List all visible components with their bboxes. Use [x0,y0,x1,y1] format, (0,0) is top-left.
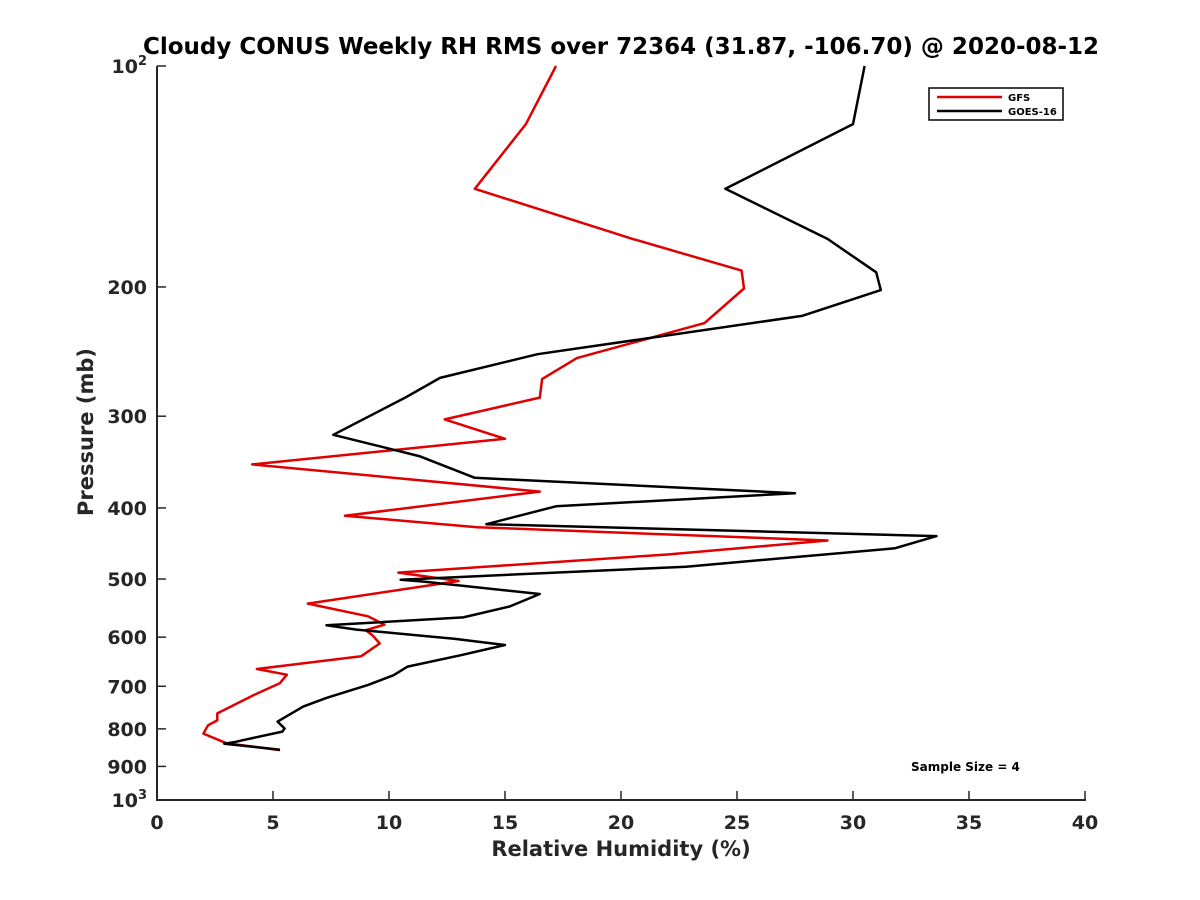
x-tick-label: 40 [1072,812,1098,834]
y-tick-label: 103 [112,788,148,812]
x-tick-label: 15 [492,812,518,834]
legend: GFS GOES-16 [928,87,1064,121]
series-line-goes-16 [223,65,938,751]
sample-size-annotation: Sample Size = 4 [911,760,1020,774]
x-axis-label: Relative Humidity (%) [491,837,750,861]
y-tick-label: 900 [107,756,147,778]
y-tick-label: 102 [112,54,148,78]
x-tick-label: 10 [376,812,402,834]
y-tick-label: 500 [107,569,147,591]
x-tick-label: 20 [608,812,634,834]
y-axis-label: Pressure (mb) [74,348,98,516]
x-tick-label: 35 [956,812,982,834]
legend-label-goes-16: GOES-16 [1008,107,1057,118]
chart-title: Cloudy CONUS Weekly RH RMS over 72364 (3… [143,34,1099,60]
y-tick-label: 600 [107,627,147,649]
x-tick-label: 25 [724,812,750,834]
x-tick-label: 0 [150,812,163,834]
x-tick-label: 5 [266,812,279,834]
legend-box [928,87,1064,121]
series-line-gfs [202,65,829,752]
y-tick-label: 800 [107,719,147,741]
x-tick-label: 30 [840,812,866,834]
y-tick-label: 400 [107,498,147,520]
axis-ticks: 0 5 10 15 20 25 30 35 40 102 200 300 400 500 600 700 800… [107,54,1098,834]
y-tick-label: 200 [107,277,147,299]
y-tick-label: 300 [107,406,147,428]
y-tick-label: 700 [107,676,147,698]
series-lines [202,65,938,752]
legend-label-gfs: GFS [1008,93,1030,104]
